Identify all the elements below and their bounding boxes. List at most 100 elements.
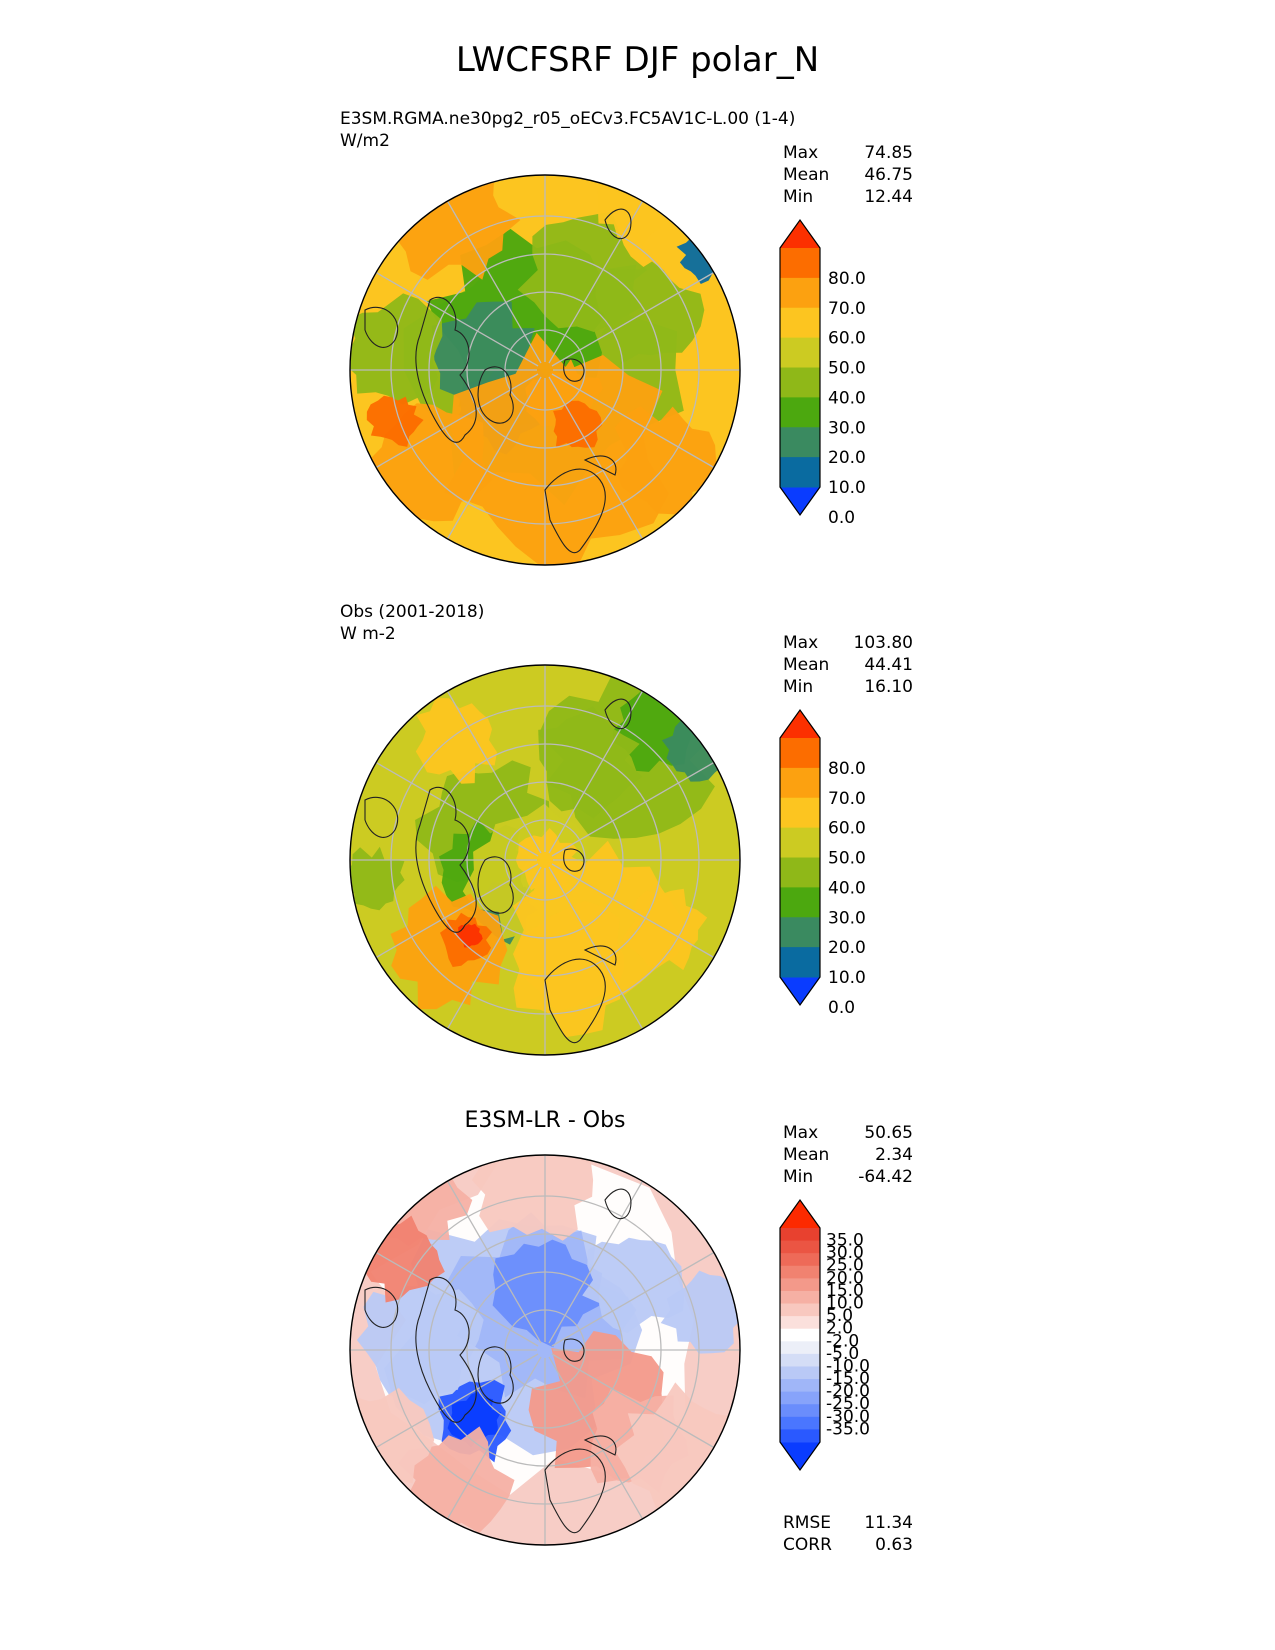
meridian-line [446, 866, 542, 1030]
meridian-line [551, 271, 715, 367]
colorbar-segment [780, 1328, 820, 1342]
panel-2-units: W m-2 [340, 624, 396, 644]
min-value: 12.44 [864, 187, 913, 207]
coastline [604, 1188, 632, 1220]
panel-3-polar-map [349, 1154, 741, 1546]
colorbar-segment [780, 1240, 820, 1254]
colorbar-segment [780, 1303, 820, 1317]
colorbar-tick-label: 5.0 [826, 1306, 853, 1326]
colorbar-tick-label: 50.0 [828, 849, 866, 869]
coastline [415, 787, 477, 933]
coastline [604, 698, 632, 730]
meridian-line [548, 866, 644, 1030]
meridian-line [375, 761, 539, 857]
corr-label: CORR [783, 1535, 832, 1555]
colorbar-segment [780, 797, 820, 829]
meridian-line [548, 690, 644, 854]
field-region [350, 846, 405, 911]
panel-2-title-line1: Obs (2001-2018) [340, 602, 485, 622]
panel-1-stats: Max 74.85 Mean 46.75 Min 12.44 [783, 142, 913, 208]
panel-3-stats: Max 50.65 Mean 2.34 Min -64.42 [783, 1122, 913, 1188]
field-region [614, 406, 722, 515]
colorbar-tick-label: -30.0 [826, 1407, 870, 1427]
meridian-line [446, 1356, 542, 1520]
colorbar-tick-label: 25.0 [826, 1256, 864, 1276]
colorbar-tick-label: -35.0 [826, 1419, 870, 1439]
field-region [582, 1237, 685, 1333]
meridian-line [375, 271, 539, 367]
meridian-line [551, 1251, 715, 1347]
meridian-line [446, 690, 542, 854]
field-region [471, 1155, 594, 1241]
colorbar-tick-label: -5.0 [826, 1344, 859, 1364]
colorbar-tick-label: 0.0 [828, 508, 855, 528]
mean-value: 46.75 [864, 165, 913, 185]
field-region [620, 888, 708, 971]
colorbar-segment [780, 827, 820, 858]
panel-2-stats: Max 103.80 Mean 44.41 Min 16.10 [783, 632, 913, 698]
panel-1-units: W/m2 [340, 131, 390, 151]
map-field [350, 665, 740, 1055]
colorbar-segment [780, 427, 820, 458]
map-border [349, 174, 741, 566]
map-field [350, 1155, 740, 1545]
colorbar-tick-label: -20.0 [826, 1382, 870, 1402]
coastline [563, 1338, 585, 1362]
min-label: Min [783, 187, 814, 207]
colorbar-segment [780, 397, 820, 428]
coastline [364, 306, 399, 348]
colorbar-tick-label: 70.0 [828, 299, 866, 319]
min-value: -64.42 [858, 1167, 913, 1187]
coastline [415, 1277, 477, 1423]
colorbar-tick-label: -25.0 [826, 1394, 870, 1414]
rmse-value: 11.34 [864, 1513, 913, 1533]
figure-title: LWCFSRF DJF polar_N [455, 40, 820, 80]
colorbar-tick-label: 80.0 [828, 269, 866, 289]
panel-1-title: E3SM.RGMA.ne30pg2_r05_oECv3.FC5AV1C-L.00… [340, 108, 795, 152]
mean-label: Mean [783, 165, 830, 185]
coastline [583, 455, 617, 476]
colorbar-tick-label: 20.0 [828, 938, 866, 958]
mean-label: Mean [783, 1145, 830, 1165]
colorbar-tick-label: 10.0 [828, 968, 866, 988]
coastline [583, 945, 617, 966]
colorbar-segment [780, 367, 820, 398]
mean-label: Mean [783, 655, 830, 675]
meridian-line [446, 1180, 542, 1344]
colorbar-segment [780, 1379, 820, 1393]
coastline [544, 1448, 606, 1533]
panel-1-colorbar: 80.0 70.0 60.0 50.0 40.0 30.0 20.0 10.0 0.0 [779, 218, 866, 528]
colorbar-segment [780, 1278, 820, 1292]
colorbar-top-extend [780, 1200, 820, 1228]
mean-value: 2.34 [875, 1145, 913, 1165]
max-value: 74.85 [864, 143, 913, 163]
panel-3-colorbar: 35.030.025.020.015.010.05.02.0-2.0-5.0-1… [779, 1198, 870, 1472]
max-value: 50.65 [864, 1123, 913, 1143]
colorbar-tick-label: 0.0 [828, 998, 855, 1018]
field-region [366, 395, 424, 447]
colorbar-tick-label: 20.0 [826, 1268, 864, 1288]
colorbar-segment [780, 1416, 820, 1430]
colorbar-bottom-extend [780, 1442, 820, 1470]
colorbar-segment [780, 1429, 820, 1443]
colorbar-outline [779, 218, 821, 517]
colorbar-segment [780, 857, 820, 888]
rmse-label: RMSE [783, 1513, 832, 1533]
coastline [364, 1286, 399, 1328]
colorbar-segment [780, 767, 820, 799]
panel-2-polar-map [349, 664, 741, 1056]
map-border [349, 1154, 741, 1546]
coastline [604, 208, 632, 240]
max-label: Max [783, 633, 819, 653]
colorbar-segment [780, 1265, 820, 1279]
panel-3-title: E3SM-LR - Obs [464, 1108, 626, 1133]
colorbar-tick-label: 10.0 [828, 478, 866, 498]
colorbar-segment [780, 457, 820, 488]
min-label: Min [783, 1167, 814, 1187]
colorbar-segment [780, 337, 820, 368]
colorbar-tick-label: -15.0 [826, 1369, 870, 1389]
colorbar-outline [779, 1198, 821, 1472]
meridian-line [551, 1353, 715, 1449]
colorbar-tick-label: 60.0 [828, 329, 866, 349]
coastline [364, 796, 399, 838]
